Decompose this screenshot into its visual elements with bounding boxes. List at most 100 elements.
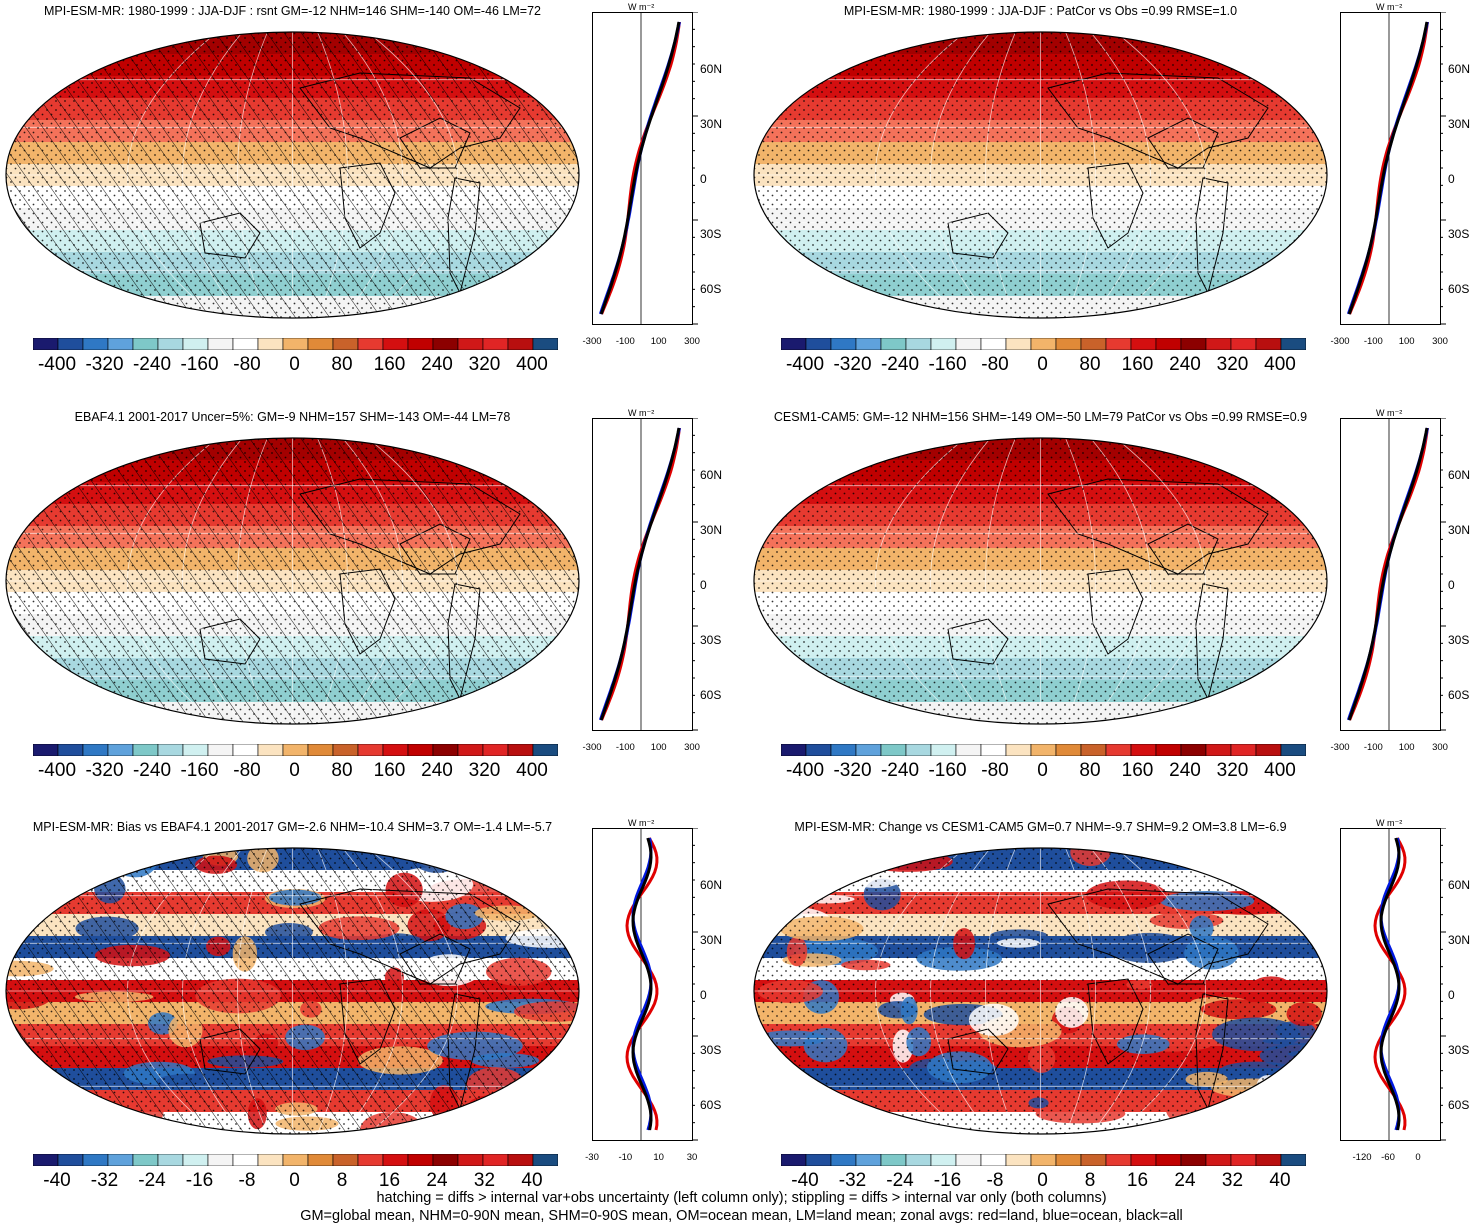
colorbar-tick-label: -32 — [90, 1170, 119, 1191]
colorbar-swatch — [107, 744, 134, 756]
colorbar-swatch — [57, 1154, 84, 1166]
colorbar-tick-label: -160 — [180, 354, 219, 375]
colorbar-swatch — [805, 744, 832, 756]
panel-title: MPI-ESM-MR: 1980-1999 : JJA-DJF : rsnt G… — [43, 4, 542, 18]
latitude-label: 30S — [1448, 227, 1470, 241]
map-anomaly-patch — [6, 1062, 10, 1075]
colorbar-tick-label: 80 — [331, 354, 353, 375]
colorbar-swatch — [132, 744, 159, 756]
colorbar-tick-label: 160 — [373, 354, 406, 375]
colorbar-swatch — [1255, 744, 1282, 756]
colorbar-swatch — [830, 338, 857, 350]
colorbar-tick-label: -160 — [928, 760, 967, 781]
colorbar-swatch — [332, 744, 359, 756]
colorbar-swatch — [805, 1154, 832, 1166]
panel-title: MPI-ESM-MR: Bias vs EBAF4.1 2001-2017 GM… — [32, 820, 553, 834]
zonal-mean-curve — [1348, 21, 1429, 315]
colorbar-swatch — [930, 1154, 957, 1166]
colorbar-swatch — [407, 338, 434, 350]
colorbar-tick-label: 160 — [1121, 354, 1154, 375]
colorbar-swatch — [1030, 1154, 1057, 1166]
map-anomaly-patch — [53, 865, 130, 876]
colorbar-tick-label: 8 — [336, 1170, 348, 1191]
colorbar-swatch — [407, 744, 434, 756]
map-anomaly-patch — [21, 1103, 60, 1116]
robinson-map — [5, 847, 580, 1135]
colorbar-tick-label: -240 — [132, 354, 172, 375]
zonal-x-tick: 100 — [650, 742, 667, 753]
zonal-unit-label: W m⁻² — [628, 2, 655, 12]
colorbar-tick-label: -400 — [785, 760, 825, 781]
latitude-label: 30S — [700, 227, 722, 241]
latitude-label: 0 — [700, 578, 707, 592]
colorbar-swatch — [107, 1154, 134, 1166]
colorbar-tick-label: 80 — [1079, 354, 1101, 375]
map-anomaly-patch — [6, 1095, 70, 1110]
colorbar-tick-label: 0 — [289, 354, 300, 375]
zonal-x-tick: 300 — [684, 336, 700, 347]
colorbar-swatch — [1005, 744, 1032, 756]
colorbar-tick-label: 32 — [1221, 1170, 1244, 1191]
zonal-x-tick: -100 — [615, 742, 635, 753]
latitude-label: 30S — [700, 1043, 722, 1057]
latitude-label: 30N — [1448, 933, 1471, 947]
colorbar-swatch — [1180, 744, 1207, 756]
colorbar-swatch — [1080, 744, 1107, 756]
footer-line-1: hatching = diffs > internal var+obs unce… — [376, 1190, 1107, 1206]
colorbar-swatch — [1255, 1154, 1282, 1166]
colorbar-swatch — [1280, 338, 1306, 350]
colorbar-tick-label: -40 — [43, 1170, 71, 1191]
colorbar-tick-label: 400 — [1264, 760, 1296, 781]
zonal-x-tick: -300 — [582, 336, 602, 347]
map-anomaly-patch — [861, 1118, 887, 1134]
colorbar-swatch — [382, 338, 409, 350]
colorbar-swatch — [1230, 1154, 1257, 1166]
colorbar-swatch — [830, 744, 857, 756]
panel-title: CESM1-CAM5: GM=-12 NHM=156 SHM=-149 OM=-… — [773, 410, 1308, 424]
latitude-label: 60N — [700, 468, 723, 482]
colorbar-swatch — [1255, 338, 1282, 350]
map-anomaly-patch — [535, 880, 579, 913]
colorbar-tick-label: 32 — [473, 1170, 496, 1191]
colorbar-swatch — [457, 338, 484, 350]
zonal-x-tick: 300 — [1432, 336, 1448, 347]
colorbar-tick-label: -80 — [981, 760, 1009, 781]
zonal-mean-plot — [592, 828, 698, 1141]
colorbar-tick-label: 240 — [421, 760, 453, 781]
colorbar-swatch — [57, 744, 84, 756]
map-anomaly-patch — [109, 1118, 132, 1134]
colorbar-tick-label: -320 — [85, 354, 124, 375]
colorbar-swatch — [1130, 744, 1157, 756]
colorbar-swatch — [382, 744, 409, 756]
colorbar-swatch — [182, 1154, 209, 1166]
colorbar-tick-label: 160 — [373, 760, 406, 781]
colorbar-swatch — [905, 338, 932, 350]
colorbar-swatch — [955, 744, 982, 756]
zonal-x-tick: -120 — [1352, 1152, 1372, 1163]
colorbar-tick-label: 40 — [1269, 1170, 1291, 1191]
colorbar-tick-label: 80 — [331, 760, 353, 781]
colorbar-swatch — [332, 1154, 359, 1166]
zonal-mean-plot — [1340, 12, 1446, 325]
zonal-mean-plot — [1340, 828, 1446, 1141]
colorbar-swatch — [855, 744, 882, 756]
latitude-label: 0 — [700, 988, 707, 1002]
map-anomaly-patch — [754, 1086, 792, 1100]
colorbar-swatch — [1105, 1154, 1132, 1166]
colorbar-tick-label: -80 — [233, 760, 261, 781]
latitude-label: 60S — [700, 1098, 722, 1112]
colorbar-tick-label: -240 — [880, 760, 920, 781]
colorbar-swatch — [282, 744, 309, 756]
latitude-label: 30N — [700, 933, 723, 947]
colorbar-swatch — [1055, 338, 1082, 350]
zonal-mean-curve — [600, 21, 681, 315]
panel-title: MPI-ESM-MR: Change vs CESM1-CAM5 GM=0.7 … — [794, 820, 1287, 834]
colorbar-swatch — [1280, 1154, 1306, 1166]
latitude-label: 30S — [1448, 1043, 1470, 1057]
panel-middle-left: EBAF4.1 2001-2017 Uncer=5%: GM=-9 NHM=15… — [0, 406, 735, 806]
zonal-x-tick: -300 — [1330, 742, 1350, 753]
zonal-mean-curve — [1347, 21, 1429, 315]
colorbar-swatch — [33, 1154, 59, 1166]
colorbar-tick-label: 160 — [1121, 760, 1154, 781]
colorbar-tick-label: -16 — [185, 1170, 214, 1191]
